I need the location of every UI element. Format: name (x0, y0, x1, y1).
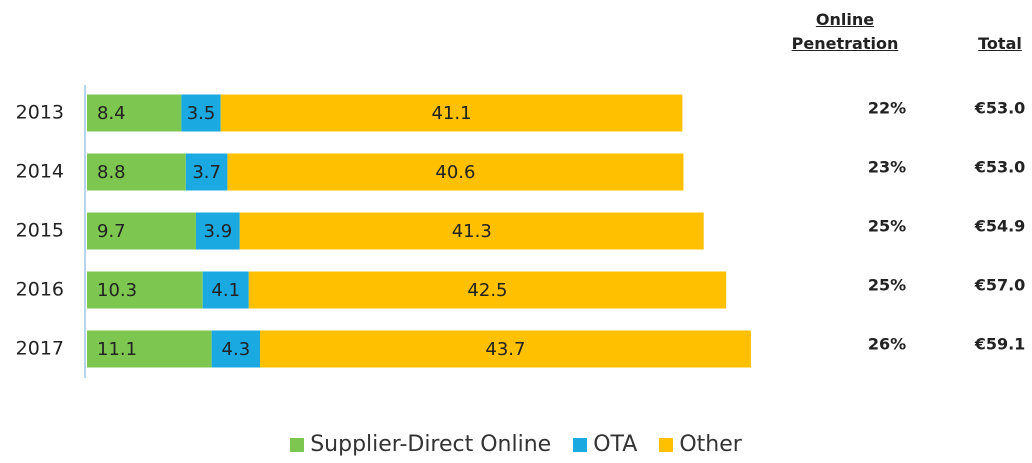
legend-label: Supplier-Direct Online (310, 432, 552, 457)
bar-segment (87, 212, 196, 250)
legend-label: Other (679, 432, 742, 457)
bar-segment (87, 330, 212, 368)
bar-segment (211, 330, 260, 368)
column-value: €54.9 (974, 217, 1026, 236)
y-tick-label: 2017 (16, 338, 64, 360)
bar-segment (87, 271, 203, 309)
column-value: €57.0 (974, 276, 1026, 295)
legend-label: OTA (593, 432, 638, 457)
legend-item: Supplier-Direct Online (290, 432, 551, 457)
data-label: 3.5 (187, 103, 216, 124)
bar-segment (259, 330, 751, 368)
y-tick-label: 2015 (16, 220, 64, 242)
data-label: 10.3 (97, 280, 137, 301)
bar-segment (87, 94, 182, 132)
column-value: €53.0 (974, 158, 1026, 177)
bar-segment (202, 271, 249, 309)
data-label: 8.8 (97, 162, 126, 183)
bar-segment (87, 153, 186, 191)
data-label: 42.5 (467, 280, 507, 301)
bar-segment (239, 212, 704, 250)
y-tick-label: 2016 (16, 279, 64, 301)
legend-item: Other (659, 432, 742, 457)
column-value: €53.0 (974, 99, 1026, 118)
data-label: 4.3 (222, 339, 251, 360)
column-value: 25% (868, 217, 906, 236)
y-tick-label: 2013 (16, 102, 64, 124)
column-value: €59.1 (974, 335, 1026, 354)
column-header: Total (978, 34, 1022, 53)
y-tick-label: 2014 (16, 161, 64, 183)
data-label: 9.7 (97, 221, 126, 242)
bar-segment (195, 212, 240, 250)
data-label: 43.7 (485, 339, 525, 360)
data-label: 8.4 (97, 103, 126, 124)
column-header: Online Penetration (791, 10, 899, 53)
bar-segment (248, 271, 727, 309)
data-label: 3.9 (204, 221, 233, 242)
data-label: 40.6 (435, 162, 475, 183)
data-label: 11.1 (97, 339, 137, 360)
legend-swatch (659, 437, 674, 452)
column-value: 25% (868, 276, 906, 295)
column-value: 26% (868, 335, 906, 354)
column-value: 22% (868, 99, 906, 118)
legend-swatch (573, 437, 588, 452)
bar-segment (185, 153, 228, 191)
legend-swatch (290, 437, 305, 452)
data-label: 4.1 (211, 280, 240, 301)
legend-item: OTA (573, 432, 637, 457)
bar-segment (220, 94, 683, 132)
bar-segment (181, 94, 221, 132)
data-label: 41.1 (431, 103, 471, 124)
column-value: 23% (868, 158, 906, 177)
bar-segment (227, 153, 684, 191)
legend: Supplier-Direct Online OTA Other (0, 432, 1032, 457)
data-label: 41.3 (452, 221, 492, 242)
data-label: 3.7 (192, 162, 221, 183)
